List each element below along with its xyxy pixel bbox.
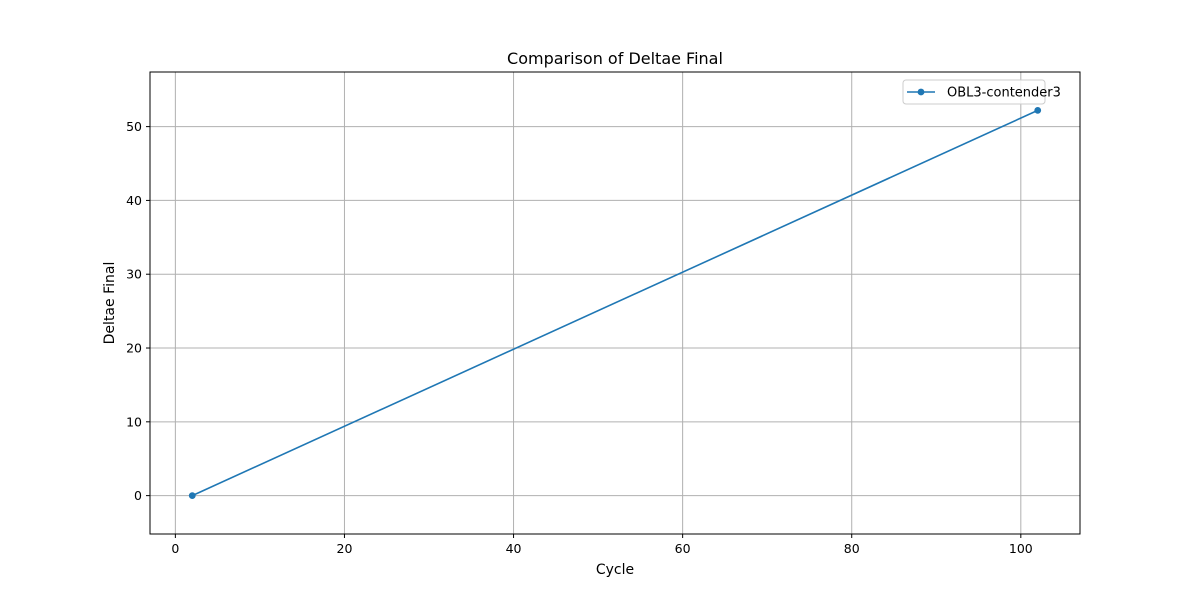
x-axis-ticks: 0 20 40 60 80 100 <box>171 534 1033 556</box>
x-tick-label: 100 <box>1009 541 1033 556</box>
series-line <box>191 109 1039 497</box>
x-axis-label: Cycle <box>596 562 634 578</box>
plot-area-frame <box>149 71 1081 535</box>
y-tick-label: 0 <box>134 488 142 503</box>
x-tick-label: 60 <box>675 541 691 556</box>
x-tick-label: 20 <box>337 541 353 556</box>
legend-box <box>902 79 1046 105</box>
y-tick-label: 40 <box>126 193 142 208</box>
y-tick-label: 10 <box>126 414 142 429</box>
x-tick-label: 0 <box>171 541 179 556</box>
chart-title: Comparison of Deltae Final <box>507 49 723 68</box>
grid-lines <box>150 72 1080 534</box>
y-axis-ticks: 0 10 20 30 40 50 <box>126 119 150 503</box>
data-point <box>188 492 196 500</box>
series-layer <box>188 106 1042 500</box>
y-tick-label: 50 <box>126 119 142 134</box>
legend-swatch-marker <box>917 88 925 96</box>
legend-label: OBL3-contender3 <box>947 86 1061 101</box>
legend: OBL3-contender3 <box>902 79 1061 105</box>
x-tick-label: 40 <box>506 541 522 556</box>
y-tick-label: 20 <box>126 341 142 356</box>
x-tick-label: 80 <box>844 541 860 556</box>
y-tick-label: 30 <box>126 267 142 282</box>
y-axis-label: Deltae Final <box>102 262 118 345</box>
data-point <box>1034 106 1042 114</box>
